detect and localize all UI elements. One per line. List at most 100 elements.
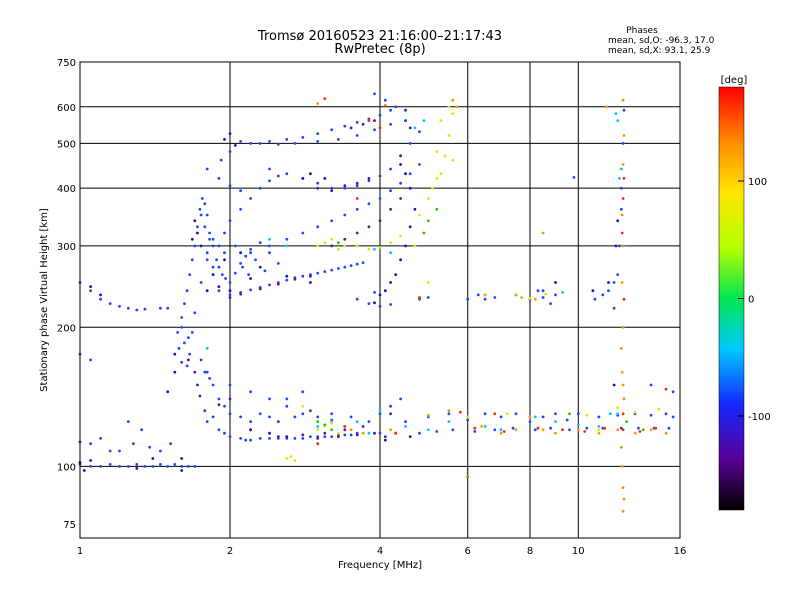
data-point — [187, 358, 190, 362]
data-point — [148, 445, 152, 449]
data-point — [616, 412, 620, 416]
data-point — [193, 219, 197, 223]
data-point — [330, 268, 334, 272]
data-point — [554, 431, 557, 435]
data-point — [309, 435, 312, 438]
data-point — [426, 219, 430, 223]
data-point — [671, 390, 675, 394]
data-point — [180, 360, 184, 364]
data-point — [343, 425, 347, 428]
data-point — [173, 463, 177, 466]
data-point — [473, 426, 477, 430]
data-point — [597, 431, 601, 435]
data-point — [561, 428, 564, 432]
data-point — [228, 289, 232, 293]
colorbar-tick-label: 100 — [748, 177, 767, 188]
data-point — [203, 409, 207, 413]
data-point — [585, 413, 589, 417]
data-point — [541, 428, 545, 432]
data-point — [355, 231, 359, 235]
data-point — [176, 331, 180, 334]
data-point — [622, 177, 626, 180]
data-point — [404, 425, 407, 428]
x-tick-label: 2 — [227, 546, 233, 557]
data-point — [637, 426, 640, 430]
data-point — [355, 121, 359, 124]
data-point — [249, 142, 253, 145]
data-point — [605, 105, 608, 109]
colorbar-tick-label: 0 — [748, 295, 754, 306]
data-point — [268, 283, 271, 287]
data-point — [108, 302, 112, 305]
data-point — [285, 138, 289, 141]
colorbar-label: [deg] — [721, 75, 748, 86]
data-point — [224, 277, 228, 280]
data-point — [620, 213, 624, 217]
data-point — [455, 105, 458, 109]
data-point — [622, 297, 626, 301]
data-point — [431, 186, 434, 190]
data-point — [183, 341, 186, 345]
data-point — [447, 409, 451, 413]
data-point — [285, 274, 289, 278]
data-point — [418, 296, 421, 299]
data-point — [361, 122, 365, 126]
data-point — [89, 289, 92, 293]
data-point — [249, 420, 253, 423]
data-point — [228, 293, 232, 297]
data-point — [190, 237, 194, 241]
data-point — [621, 163, 625, 166]
data-point — [603, 426, 607, 430]
data-point — [285, 397, 289, 401]
data-point — [576, 428, 580, 432]
data-point — [99, 465, 102, 468]
data-point — [549, 426, 552, 430]
data-point — [135, 467, 139, 470]
data-point — [541, 296, 545, 299]
data-point — [514, 412, 518, 416]
data-point — [466, 418, 470, 422]
x-tick-label: 4 — [377, 546, 383, 557]
data-point — [183, 302, 186, 305]
data-point — [199, 244, 203, 248]
data-point — [217, 397, 221, 401]
data-point — [239, 251, 243, 255]
data-point — [389, 207, 392, 211]
data-point — [447, 134, 451, 137]
data-point — [383, 289, 387, 293]
data-point — [591, 289, 595, 293]
data-point — [373, 92, 376, 96]
data-point — [483, 297, 487, 301]
data-point — [316, 442, 320, 446]
data-point — [649, 428, 653, 432]
data-point — [316, 132, 320, 136]
data-point — [188, 273, 192, 276]
data-point — [205, 213, 209, 217]
data-point — [309, 281, 312, 284]
data-point — [203, 370, 207, 374]
data-point — [301, 136, 305, 139]
data-point — [276, 435, 280, 438]
data-point — [89, 465, 92, 468]
data-point — [466, 415, 470, 419]
y-axis-label: Stationary phase Virtual Height [km] — [39, 208, 50, 392]
data-point — [378, 431, 382, 435]
data-point — [422, 231, 426, 235]
data-point — [349, 433, 353, 437]
data-point — [418, 163, 421, 166]
data-point — [323, 97, 327, 100]
data-point — [241, 265, 245, 269]
data-point — [621, 244, 625, 248]
data-point — [483, 425, 487, 428]
data-point — [383, 103, 387, 107]
data-point — [476, 293, 480, 297]
data-point — [426, 428, 430, 432]
chart-subtitle: RwPretec (8p) — [334, 42, 425, 57]
data-point — [505, 412, 509, 416]
data-point — [664, 431, 668, 435]
data-point — [276, 174, 280, 178]
data-point — [609, 412, 612, 416]
data-point — [439, 172, 443, 176]
data-point — [180, 316, 184, 319]
